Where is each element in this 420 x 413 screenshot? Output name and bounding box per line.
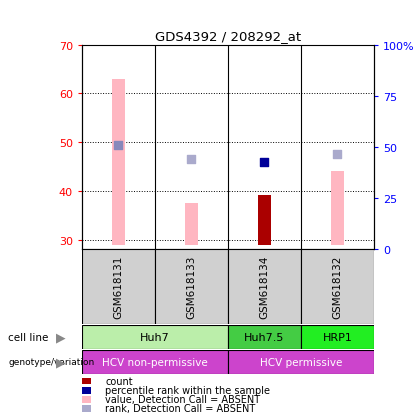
Bar — [82, 350, 228, 374]
Text: HCV permissive: HCV permissive — [260, 357, 342, 367]
Bar — [155, 250, 228, 324]
Bar — [258, 195, 271, 245]
Text: cell line: cell line — [8, 332, 49, 342]
Bar — [82, 250, 155, 324]
Point — [115, 142, 122, 149]
Bar — [82, 325, 228, 349]
Bar — [228, 350, 374, 374]
Bar — [228, 250, 301, 324]
Bar — [112, 79, 125, 245]
Bar — [185, 204, 198, 245]
Text: percentile rank within the sample: percentile rank within the sample — [105, 385, 270, 395]
Title: GDS4392 / 208292_at: GDS4392 / 208292_at — [155, 30, 301, 43]
Text: HCV non-permissive: HCV non-permissive — [102, 357, 208, 367]
Point — [261, 159, 268, 166]
Bar — [228, 325, 301, 349]
Text: GSM618132: GSM618132 — [332, 255, 342, 319]
Bar — [301, 325, 374, 349]
Point — [334, 152, 341, 158]
Bar — [331, 172, 344, 245]
Text: GSM618133: GSM618133 — [186, 255, 197, 319]
Text: Huh7: Huh7 — [140, 332, 170, 342]
Text: HRP1: HRP1 — [323, 332, 352, 342]
Text: GSM618131: GSM618131 — [113, 255, 123, 319]
Text: count: count — [105, 376, 133, 386]
Text: ▶: ▶ — [55, 330, 65, 344]
Text: Huh7.5: Huh7.5 — [244, 332, 284, 342]
Text: value, Detection Call = ABSENT: value, Detection Call = ABSENT — [105, 394, 260, 404]
Text: GSM618134: GSM618134 — [259, 255, 269, 319]
Text: rank, Detection Call = ABSENT: rank, Detection Call = ABSENT — [105, 404, 255, 413]
Point — [188, 157, 195, 163]
Bar — [301, 250, 374, 324]
Text: ▶: ▶ — [55, 355, 65, 368]
Text: genotype/variation: genotype/variation — [8, 357, 95, 366]
